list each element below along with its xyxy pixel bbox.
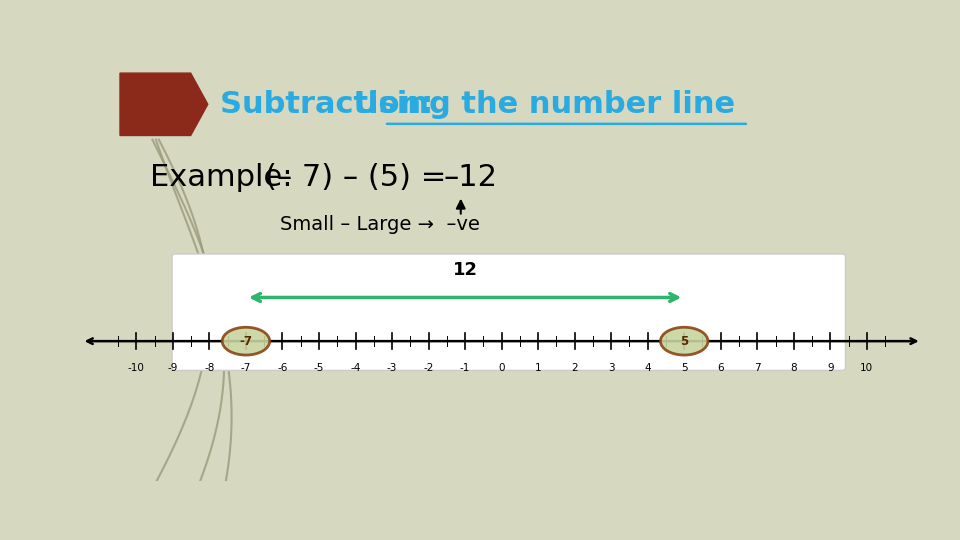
Text: 1: 1 xyxy=(535,363,541,373)
Text: -6: -6 xyxy=(277,363,288,373)
Text: 8: 8 xyxy=(790,363,797,373)
Ellipse shape xyxy=(660,327,708,355)
Text: 2: 2 xyxy=(571,363,578,373)
Text: 5: 5 xyxy=(681,363,687,373)
Text: Small – Large →  –ve: Small – Large → –ve xyxy=(280,215,480,234)
Text: -4: -4 xyxy=(350,363,361,373)
Text: 9: 9 xyxy=(827,363,833,373)
Text: -9: -9 xyxy=(168,363,179,373)
Ellipse shape xyxy=(222,327,270,355)
Text: 0: 0 xyxy=(498,363,505,373)
Text: -7: -7 xyxy=(239,335,252,348)
Text: 10: 10 xyxy=(860,363,874,373)
Text: 3: 3 xyxy=(608,363,614,373)
Text: -1: -1 xyxy=(460,363,470,373)
Text: Subtraction:: Subtraction: xyxy=(221,90,455,119)
Text: 7: 7 xyxy=(754,363,760,373)
Text: -3: -3 xyxy=(387,363,397,373)
FancyBboxPatch shape xyxy=(172,254,846,370)
Text: -7: -7 xyxy=(241,363,252,373)
Text: 12: 12 xyxy=(452,261,477,279)
Text: Using the number line: Using the number line xyxy=(354,90,735,119)
Text: -2: -2 xyxy=(423,363,434,373)
Text: (– 7) – (5) =: (– 7) – (5) = xyxy=(265,163,456,192)
Text: –12: –12 xyxy=(444,163,497,192)
Text: 4: 4 xyxy=(644,363,651,373)
Text: 5: 5 xyxy=(680,335,688,348)
Text: -8: -8 xyxy=(204,363,215,373)
Text: 6: 6 xyxy=(717,363,724,373)
Polygon shape xyxy=(120,73,207,136)
Text: Example:: Example: xyxy=(150,163,292,192)
Text: -10: -10 xyxy=(128,363,145,373)
Text: -5: -5 xyxy=(314,363,324,373)
